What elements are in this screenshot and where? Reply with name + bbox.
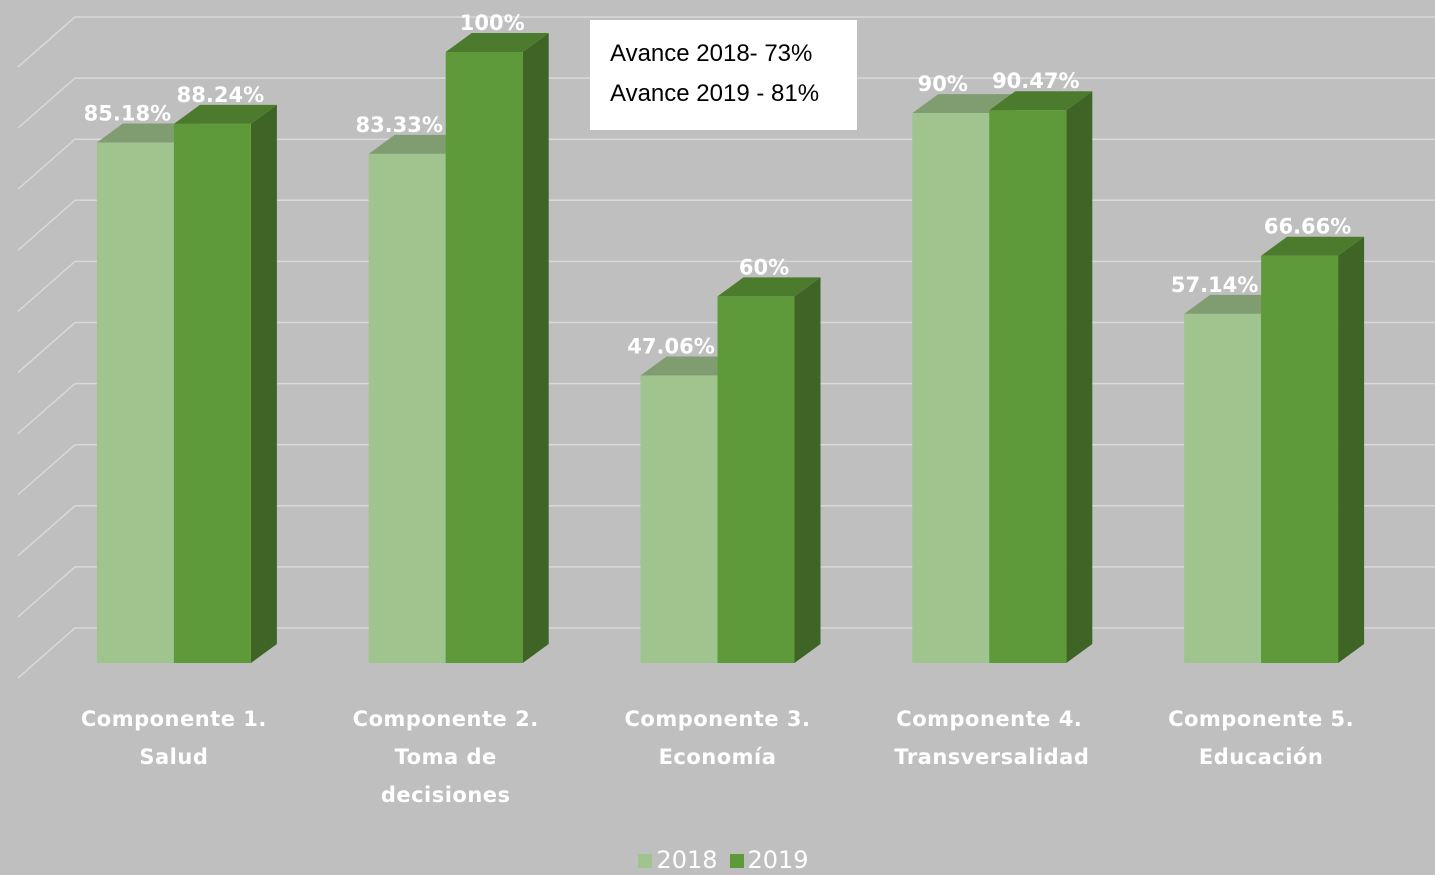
- value-label: 66.66%: [1264, 215, 1351, 239]
- x-tick-label: Componente 2. Toma de decisiones: [352, 707, 539, 807]
- bar-side: [1338, 236, 1365, 663]
- grid-line-side: [17, 260, 76, 312]
- bar-top: [445, 33, 549, 52]
- legend-label: 2019: [747, 846, 809, 874]
- value-label: 60%: [739, 255, 789, 279]
- bar-front: [640, 375, 718, 663]
- bar-top: [1261, 236, 1365, 256]
- bar-front: [173, 123, 251, 664]
- bar-front: [717, 296, 795, 663]
- value-label: 57.14%: [1171, 273, 1258, 297]
- annotation: Avance 2018- 73%: [610, 40, 813, 67]
- x-tick-label: Componente 5. Educación: [1168, 707, 1355, 769]
- bar-front: [96, 142, 174, 664]
- grid-line-side: [17, 627, 76, 679]
- bar: [1261, 236, 1365, 663]
- value-label: 85.18%: [84, 102, 171, 126]
- bar-front: [912, 113, 990, 664]
- grid-line-side: [17, 321, 76, 374]
- x-tick-label: Componente 1. Salud: [80, 707, 267, 769]
- grid-line-side: [17, 199, 76, 251]
- bar-front: [1184, 313, 1262, 663]
- value-label: 47.06%: [627, 334, 714, 358]
- grid-line: [17, 16, 1435, 68]
- legend-label: 2018: [656, 846, 718, 874]
- grid-line-side: [17, 138, 76, 190]
- bar-side: [250, 104, 277, 664]
- bar-top: [989, 91, 1093, 111]
- annotation: Avance 2019 - 81%: [610, 80, 820, 107]
- grid-line: [17, 260, 1435, 312]
- bar-front: [368, 153, 446, 663]
- grid-line-side: [17, 77, 76, 129]
- grid-line-side: [17, 16, 76, 68]
- grid-line-side: [17, 566, 76, 618]
- bar: [717, 277, 821, 663]
- grid-line-side: [17, 505, 76, 557]
- bar-top: [717, 277, 821, 297]
- legend: 2018 2019: [0, 846, 1435, 874]
- bar-front: [989, 110, 1067, 664]
- value-label: 90.47%: [992, 69, 1079, 93]
- bar-side: [522, 33, 549, 663]
- value-label: 100%: [460, 11, 525, 35]
- grid-line: [17, 199, 1435, 251]
- x-tick-label: Componente 4. Transversalidad: [894, 707, 1090, 769]
- value-label: 90%: [918, 72, 968, 96]
- grid-line-side: [17, 383, 76, 435]
- bar-top: [912, 94, 1016, 114]
- grid-line-side: [17, 444, 76, 496]
- bar-front: [445, 52, 523, 663]
- x-tick-label: Componente 3. Economía: [624, 707, 811, 769]
- bar: [445, 33, 549, 663]
- bar: [173, 104, 277, 664]
- bar: [989, 91, 1093, 664]
- annotation-box: Avance 2018- 73% Avance 2019 - 81%: [590, 20, 857, 130]
- bar-side: [1066, 91, 1093, 664]
- legend-swatch: [638, 854, 653, 868]
- grid-line: [17, 138, 1435, 190]
- legend-swatch: [729, 854, 744, 868]
- value-label: 88.24%: [177, 83, 264, 107]
- bar-front: [1261, 255, 1339, 663]
- bar-side: [794, 277, 821, 663]
- bar-top: [173, 104, 277, 124]
- value-label: 83.33%: [355, 113, 442, 137]
